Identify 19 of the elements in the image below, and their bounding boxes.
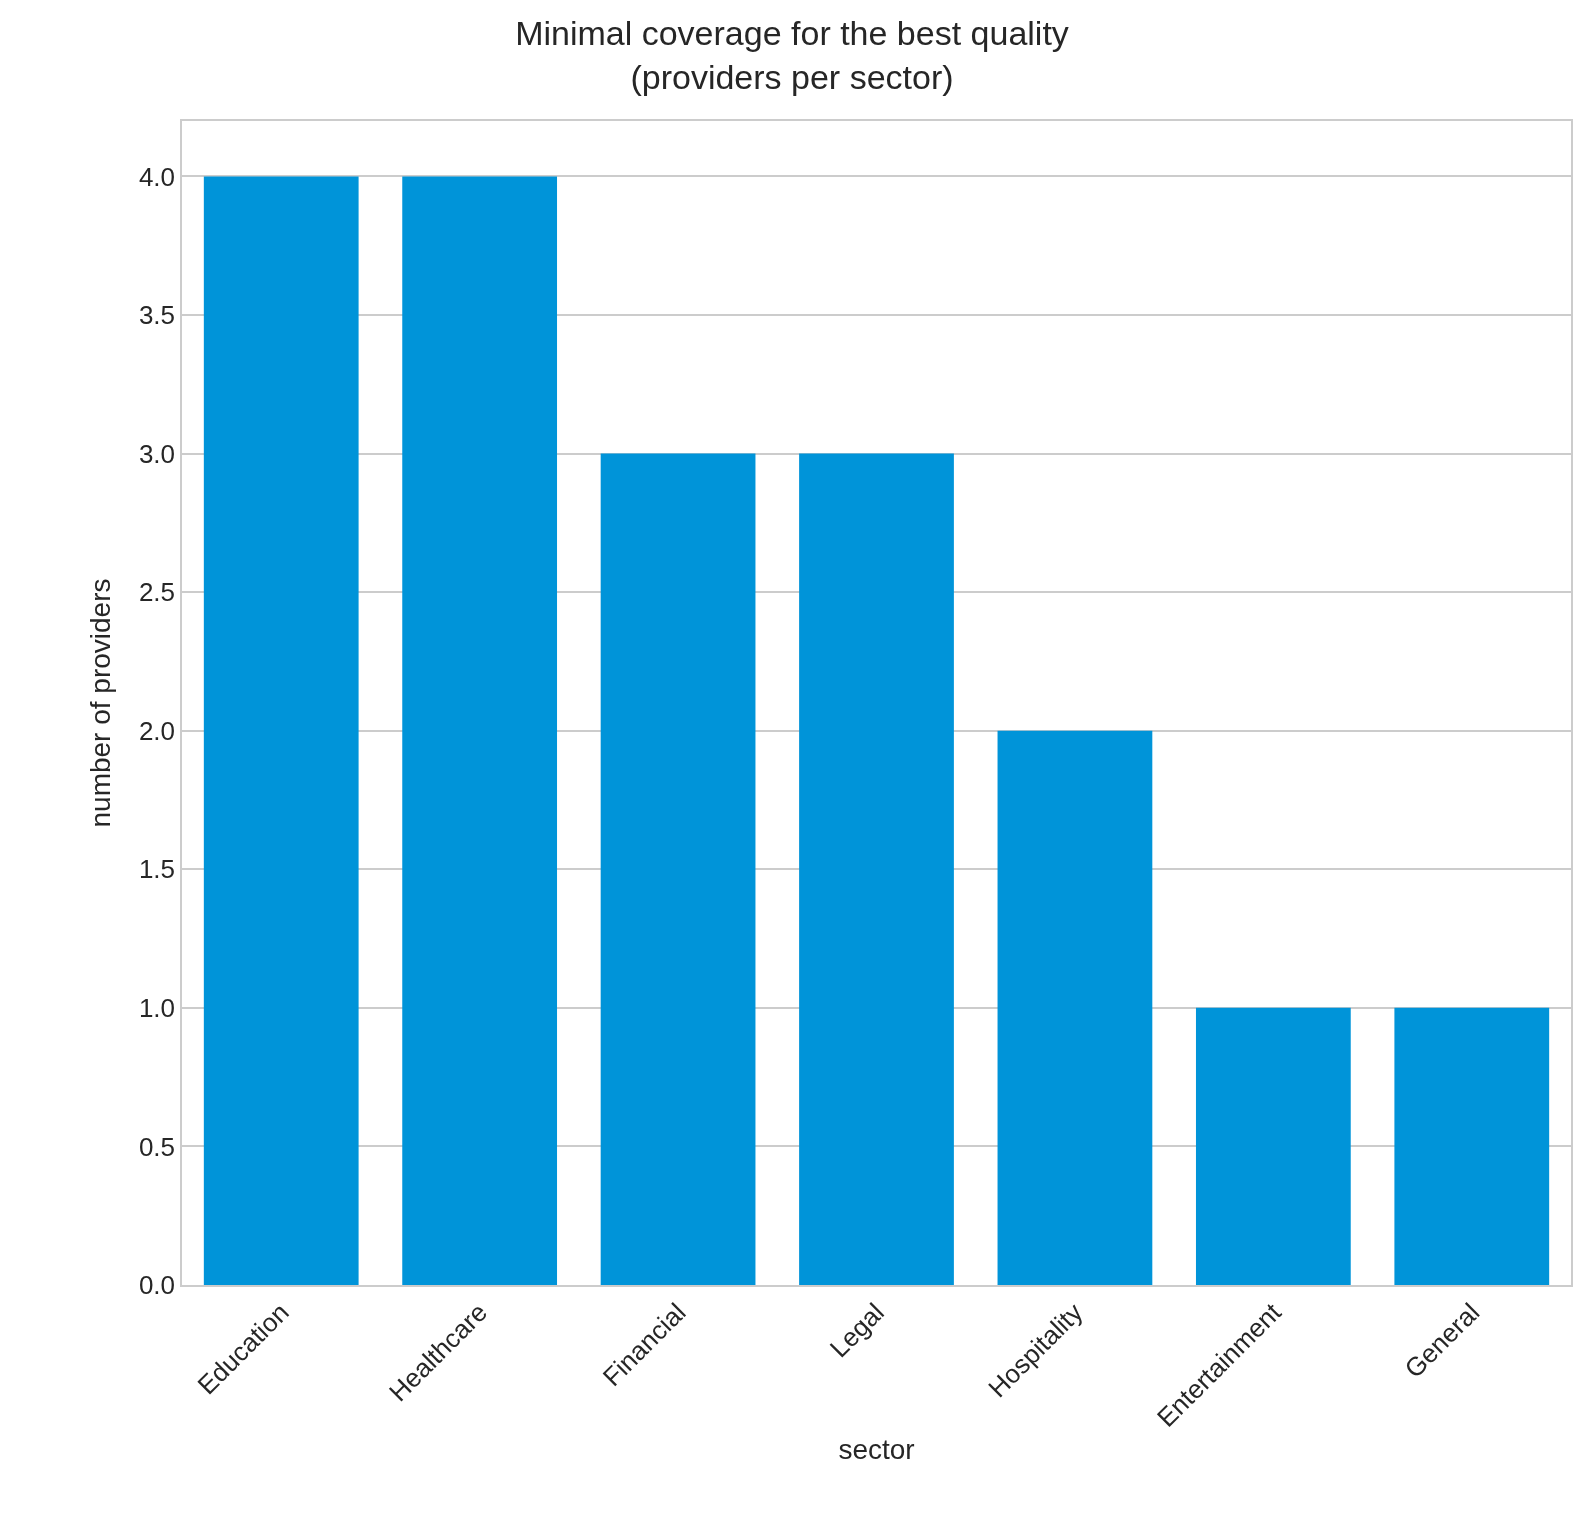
y-tick-label: 0.0: [138, 1270, 176, 1301]
bar: [203, 176, 359, 1285]
bar: [1394, 1007, 1550, 1285]
y-tick-label: 1.5: [138, 854, 176, 885]
x-axis-title: sector: [838, 1434, 915, 1466]
bar: [600, 453, 756, 1285]
bar: [1195, 1007, 1351, 1285]
y-tick-label: 3.5: [138, 300, 176, 331]
chart-title: Minimal coverage for the best quality (providers per sector): [515, 14, 1069, 97]
y-tick-label: 4.0: [138, 161, 176, 192]
bar: [799, 453, 954, 1285]
y-tick-label: 3.0: [138, 438, 176, 469]
y-tick-label: 0.5: [138, 1131, 176, 1162]
y-tick-label: 2.5: [138, 577, 176, 608]
y-axis-title: number of providers: [85, 578, 117, 828]
y-tick-label: 2.0: [138, 715, 176, 746]
y-tick-label: 1.0: [138, 992, 176, 1023]
bar: [997, 730, 1153, 1285]
bar: [402, 176, 558, 1285]
